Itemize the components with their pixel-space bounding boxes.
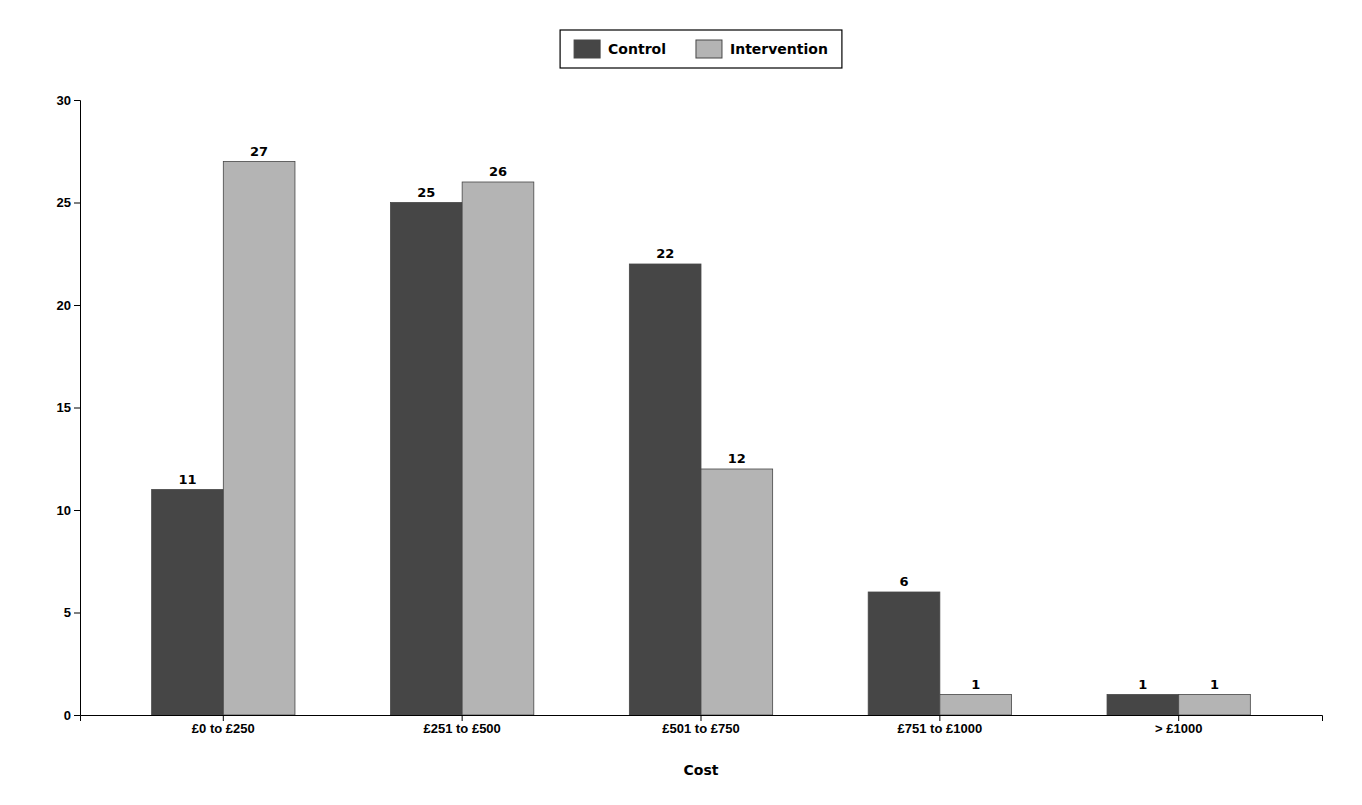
legend-item: Intervention [696, 40, 828, 58]
legend-item: Control [574, 40, 666, 58]
legend-frame [560, 30, 842, 68]
x-tick-mark [1178, 715, 1179, 721]
y-tick-label: 10 [57, 503, 71, 518]
y-tick: 5 [64, 605, 80, 620]
x-tick-mark [701, 715, 702, 721]
x-tick: £501 to £750 [662, 715, 739, 736]
y-tick-mark [74, 408, 80, 409]
bar [868, 592, 940, 715]
legend-swatch [574, 40, 600, 58]
x-tick-label: £251 to £500 [423, 721, 500, 736]
data-label: 26 [489, 164, 507, 179]
x-tick: £0 to £250 [192, 715, 255, 736]
y-tick-label: 0 [64, 708, 71, 723]
data-label: 27 [250, 144, 268, 159]
x-tick: £751 to £1000 [898, 715, 983, 736]
data-labels: 1125226127261211 [178, 144, 1219, 692]
x-tick-mark [462, 715, 463, 721]
data-label: 12 [728, 451, 746, 466]
legend-label: Control [608, 41, 666, 57]
y-tick-label: 15 [57, 400, 71, 415]
y-tick: 0 [64, 708, 80, 723]
y-tick-mark [74, 305, 80, 306]
bar [152, 490, 224, 716]
y-tick-mark [74, 100, 80, 101]
x-axis-title: Cost [684, 762, 719, 778]
y-tick: 20 [57, 298, 80, 313]
y-tick-label: 30 [57, 93, 71, 108]
y-tick: 25 [57, 195, 80, 210]
chart: 1125226127261211051015202530£0 to £250£2… [0, 0, 1362, 805]
axis-line [74, 101, 81, 716]
x-tick-label: £0 to £250 [192, 721, 255, 736]
x-tick-mark [939, 715, 940, 721]
y-tick-mark [74, 510, 80, 511]
legend-label: Intervention [730, 41, 828, 57]
y-tick: 15 [57, 400, 80, 415]
x-tick-label: £751 to £1000 [898, 721, 983, 736]
y-tick-label: 25 [57, 195, 71, 210]
legend: Control Intervention [560, 30, 842, 68]
x-axis: £0 to £250 £251 to £500 £501 to £750 £751 t… [81, 715, 1323, 736]
y-tick-mark [74, 715, 80, 716]
bar [701, 469, 773, 715]
x-tick: £251 to £500 [423, 715, 500, 736]
data-label: 1 [1138, 677, 1147, 692]
legend-swatch [696, 40, 722, 58]
data-label: 25 [417, 185, 435, 200]
y-tick-mark [74, 203, 80, 204]
x-tick-label: £501 to £750 [662, 721, 739, 736]
data-label: 6 [899, 574, 908, 589]
bars [152, 162, 1251, 716]
y-tick: 30 [57, 93, 80, 108]
y-tick-mark [74, 613, 80, 614]
data-label: 1 [971, 677, 980, 692]
y-tick: 10 [57, 503, 80, 518]
data-label: 1 [1210, 677, 1219, 692]
data-label: 11 [178, 472, 196, 487]
data-label: 22 [656, 246, 674, 261]
y-tick-label: 20 [57, 298, 71, 313]
bar [940, 695, 1012, 716]
bar [629, 264, 701, 715]
bar [1107, 695, 1179, 716]
y-tick-label: 5 [64, 605, 71, 620]
bar [1179, 695, 1251, 716]
y-axis: 0 5 10 15 20 25 30 [57, 93, 81, 723]
bar [391, 203, 463, 716]
bar [462, 182, 534, 715]
bar [223, 162, 295, 716]
axis-line [81, 716, 1323, 722]
x-tick-mark [223, 715, 224, 721]
x-tick-label: > £1000 [1155, 721, 1202, 736]
x-tick: > £1000 [1155, 715, 1202, 736]
plot: 1125226127261211051015202530£0 to £250£2… [57, 93, 1323, 737]
